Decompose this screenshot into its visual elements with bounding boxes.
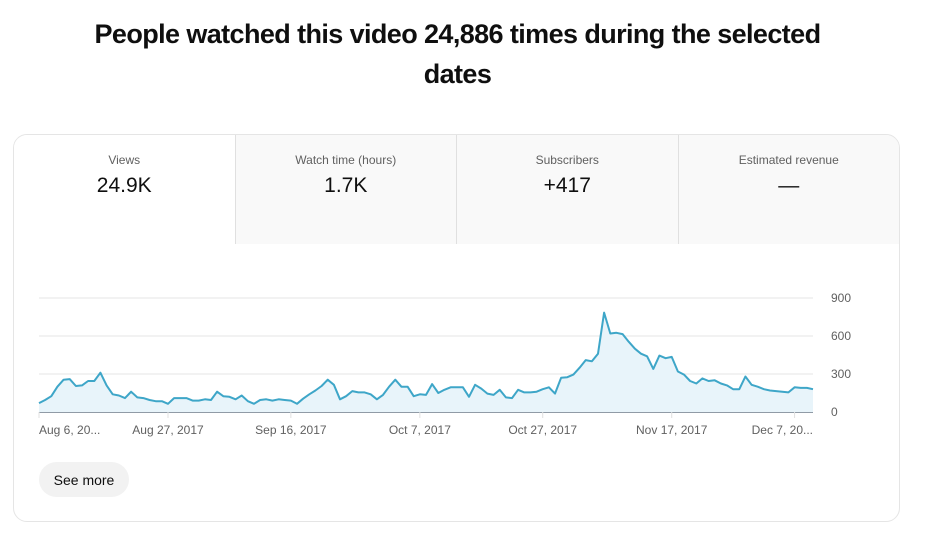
tab-value: 1.7K [324,174,368,197]
tab-views[interactable]: Views 24.9K [14,135,235,244]
x-tick-label: Oct 7, 2017 [389,423,451,437]
x-tick-label: Oct 27, 2017 [508,423,577,437]
y-tick-label: 900 [831,291,851,305]
tab-value: — [778,174,800,197]
x-tick-label: Sep 16, 2017 [255,423,327,437]
views-line [38,311,814,405]
x-tick-label: Dec 7, 20... [752,423,813,437]
tab-estimated-revenue[interactable]: Estimated revenue — [677,135,899,244]
tab-label: Views [108,153,141,167]
tab-value: +417 [543,174,591,197]
x-tick-label: Nov 17, 2017 [636,423,708,437]
page-title: People watched this video 24,886 times d… [94,19,822,89]
area-fill [39,312,813,412]
see-more-button[interactable]: See more [39,462,129,497]
x-tick-label: Aug 6, 20... [39,423,100,437]
x-tick-label: Aug 27, 2017 [132,423,204,437]
tab-label: Subscribers [535,153,599,167]
tab-label: Watch time (hours) [295,153,397,167]
y-tick-label: 0 [831,405,838,419]
tab-value: 24.9K [96,174,152,197]
tab-label: Estimated revenue [738,153,839,167]
y-tick-label: 300 [831,367,851,381]
views-line-chart[interactable]: 0 300 600 900 Aug 6, 20... Aug 27, 2017 Sep 16… [14,244,899,454]
tab-subscribers[interactable]: Subscribers +417 [456,135,678,244]
metric-tabs: Views 24.9K Watch time (hours) 1.7K Subs… [14,135,899,244]
analytics-card: Views 24.9K Watch time (hours) 1.7K Subs… [13,134,900,522]
y-tick-label: 600 [831,329,851,343]
tab-watch-time[interactable]: Watch time (hours) 1.7K [234,135,456,244]
